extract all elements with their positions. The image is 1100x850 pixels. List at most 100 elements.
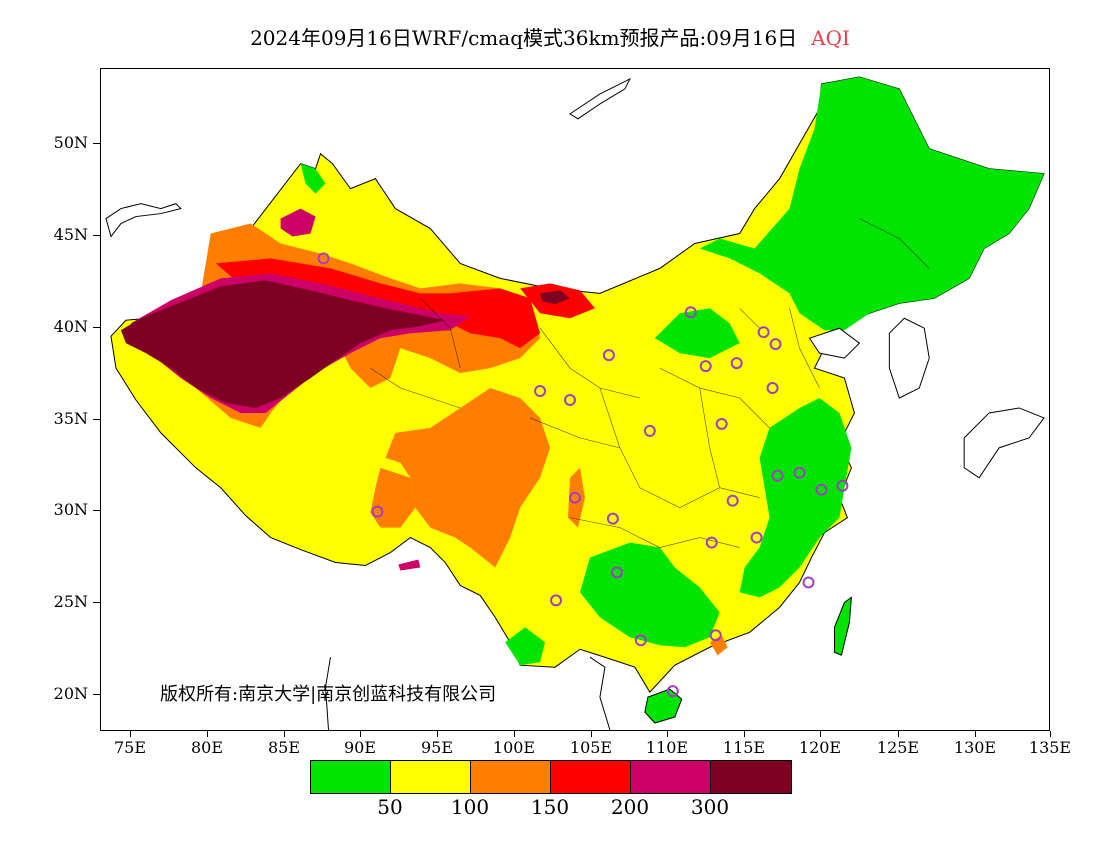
legend-swatch-moderate [391,761,471,793]
lon-tick-mark [514,731,515,737]
lon-tick-label: 95E [420,738,454,757]
station-marker [726,494,739,507]
tibet-south-magenta [398,559,421,571]
station-marker [836,479,849,492]
station-marker [802,576,815,589]
hainan-island [644,688,683,724]
lon-tick-label: 105E [569,738,613,757]
gansu-maroon-patch [540,290,571,305]
lon-tick-mark [744,731,745,737]
lon-tick-mark [898,731,899,737]
lon-tick-label: 130E [953,738,997,757]
vietnam-outline [325,656,611,730]
yunnan-good-patch [505,627,546,666]
legend-swatch-unhealthy [551,761,631,793]
lat-tick-mark [93,602,100,603]
lat-tick-mark [93,510,100,511]
station-marker [569,491,581,504]
lon-tick-label: 90E [343,738,377,757]
japan-outline [963,407,1045,479]
legend-value-label: 100 [450,795,490,819]
lon-tick-mark [591,731,592,737]
copyright-notice: 版权所有:南京大学|南京创蓝科技有限公司 [160,684,497,705]
sichuan-orange-patch [568,467,585,528]
lat-tick-mark [93,419,100,420]
station-marker [757,326,770,339]
lat-tick-label: 40N [53,317,88,336]
lat-tick-label: 45N [53,225,88,244]
lon-tick-label: 100E [492,738,536,757]
legend-value-label: 300 [690,795,730,819]
station-marker [684,306,697,319]
station-marker [550,594,563,607]
map-frame [100,68,1050,731]
northeast-good-region [699,76,1045,331]
legend-value-label: 200 [610,795,650,819]
station-marker [766,382,779,395]
aqi-color-legend [310,760,792,794]
monitoring-stations [317,252,849,698]
station-marker [610,566,623,579]
lat-tick-label: 50N [53,133,88,152]
station-marker [699,360,712,373]
lon-tick-mark [437,731,438,737]
station-marker [750,531,763,544]
legend-swatch-unhealthy-sensitive [471,761,551,793]
lon-tick-label: 125E [876,738,920,757]
station-marker [606,512,619,525]
station-marker [730,357,743,370]
lat-tick-mark [93,143,100,144]
taiwan-island [833,596,852,656]
lat-tick-label: 35N [53,409,88,428]
lon-tick-label: 120E [798,738,842,757]
station-marker [769,338,782,351]
lat-tick-label: 25N [53,592,88,611]
legend-value-label: 150 [530,795,570,819]
station-marker [771,469,784,482]
lon-tick-mark [1050,731,1051,737]
lon-tick-label: 75E [113,738,147,757]
station-marker [634,634,647,647]
station-marker [666,685,679,698]
legend-swatch-hazardous [711,761,791,793]
lon-tick-mark [284,731,285,737]
bohai-outline [808,327,861,359]
taklamakan-hazardous-core [120,280,446,408]
station-marker [602,349,615,362]
station-marker [709,629,722,642]
lon-tick-label: 115E [722,738,766,757]
legend-swatch-very-unhealthy [631,761,711,793]
lake-baikal-outline [569,77,631,120]
station-marker [715,417,728,430]
station-marker [705,536,718,549]
station-marker [317,252,330,265]
lat-tick-mark [93,327,100,328]
lon-tick-label: 85E [267,738,301,757]
lon-tick-mark [975,731,976,737]
lat-tick-mark [93,694,100,695]
xinjiang-north-good [300,163,326,194]
lon-tick-label: 110E [645,738,689,757]
legend-swatch-good [311,761,391,793]
station-marker [564,394,576,406]
lon-tick-mark [130,731,131,737]
station-marker [371,505,384,518]
station-marker [534,385,547,398]
lon-tick-label: 80E [190,738,224,757]
lat-tick-label: 30N [53,500,88,519]
lon-tick-mark [207,731,208,737]
lat-tick-mark [93,235,100,236]
lon-tick-label: 135E [1028,738,1072,757]
station-marker [643,424,656,437]
title-variable: AQI [811,26,850,50]
lon-tick-mark [820,731,821,737]
station-marker [815,483,828,496]
lon-tick-mark [360,731,361,737]
lat-tick-label: 20N [53,684,88,703]
title-text: 2024年09月16日WRF/cmaq模式36km预报产品:09月16日 [250,26,798,50]
junggar-magenta-patch [280,208,316,237]
province-borders [370,218,930,548]
aqi-map [105,76,1045,730]
north-central-good [654,308,740,359]
caspian-outline [105,203,182,238]
